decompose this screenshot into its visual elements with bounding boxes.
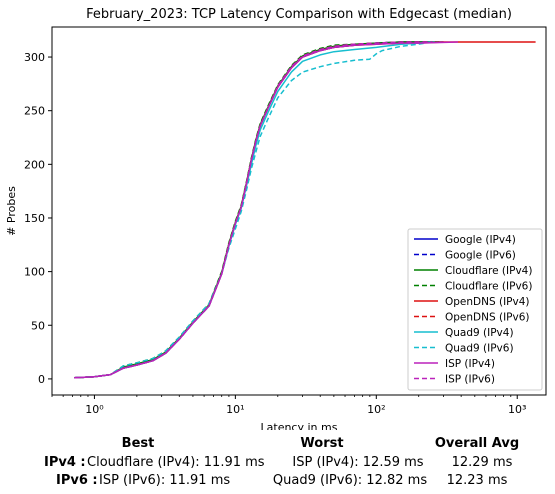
y-tick-label: 300 bbox=[24, 51, 45, 64]
y-tick-label: 150 bbox=[24, 212, 45, 225]
summary-row-ipv4-best: Cloudflare (IPv4): 11.91 ms bbox=[87, 455, 265, 470]
series-line-7 bbox=[74, 41, 433, 379]
legend-entry: Google (IPv4) bbox=[445, 234, 516, 246]
summary-row-ipv6-label: IPv6 : bbox=[56, 473, 98, 488]
y-tick-label: 0 bbox=[38, 373, 45, 386]
series-line-5 bbox=[74, 41, 440, 379]
series-line-0 bbox=[74, 41, 444, 379]
summary-row-ipv4-overall: 12.29 ms bbox=[451, 455, 513, 470]
x-tick-label: 10⁰ bbox=[85, 403, 104, 416]
summary-header-worst: Worst bbox=[300, 436, 344, 451]
legend-entry: Cloudflare (IPv4) bbox=[445, 265, 532, 277]
series-line-2 bbox=[74, 41, 440, 379]
y-tick-label: 100 bbox=[24, 266, 45, 279]
legend-entry: OpenDNS (IPv4) bbox=[445, 296, 530, 308]
y-tick-label: 50 bbox=[31, 319, 45, 332]
legend-box bbox=[407, 228, 543, 391]
legend-entry: Cloudflare (IPv6) bbox=[445, 281, 532, 293]
legend-entry: Google (IPv6) bbox=[445, 250, 516, 262]
summary-row-ipv6-best: ISP (IPv6): 11.91 ms bbox=[99, 473, 231, 488]
x-tick-label: 10² bbox=[367, 403, 385, 416]
summary-header-best: Best bbox=[121, 436, 155, 451]
x-tick-label: 10³ bbox=[508, 403, 526, 416]
y-tick-label: 250 bbox=[24, 105, 45, 118]
legend: Google (IPv4) Google (IPv6) Cloudflare (IP… bbox=[407, 228, 543, 391]
legend-entry: ISP (IPv6) bbox=[445, 374, 495, 386]
summary-row-ipv4-worst: ISP (IPv4): 12.59 ms bbox=[292, 455, 424, 470]
legend-entry: OpenDNS (IPv6) bbox=[445, 312, 530, 324]
x-axis-label: Latency in ms bbox=[261, 421, 338, 430]
plot-frame bbox=[51, 26, 547, 396]
legend-entry: Quad9 (IPv4) bbox=[445, 327, 514, 339]
series-line-8 bbox=[74, 41, 459, 379]
y-axis-label: # Probes bbox=[5, 186, 18, 236]
series-line-1 bbox=[74, 41, 433, 379]
y-tick-label: 200 bbox=[24, 158, 45, 171]
legend-entry: Quad9 (IPv6) bbox=[445, 343, 514, 355]
summary-row-ipv6-worst: Quad9 (IPv6): 12.82 ms bbox=[272, 473, 428, 488]
summary-row-ipv4-label: IPv4 : bbox=[44, 455, 86, 470]
series-line-3 bbox=[74, 41, 435, 379]
summary-header-overall: Overall Avg bbox=[434, 436, 520, 451]
legend-entry: ISP (IPv4) bbox=[445, 358, 495, 370]
series-line-6 bbox=[74, 41, 435, 379]
summary-row-ipv6-overall: 12.23 ms bbox=[446, 473, 508, 488]
series-line-9 bbox=[74, 41, 433, 379]
x-tick-label: 10¹ bbox=[226, 403, 244, 416]
latency-chart: February_2023: TCP Latency Comparison wi… bbox=[5, 7, 547, 430]
chart-title: February_2023: TCP Latency Comparison wi… bbox=[86, 7, 512, 22]
